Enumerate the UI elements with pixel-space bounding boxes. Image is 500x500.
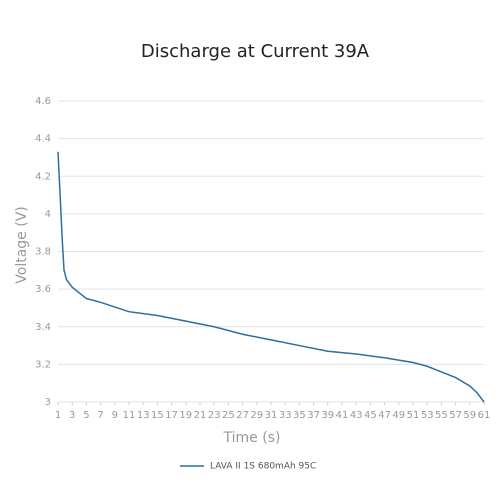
series-line xyxy=(57,151,485,403)
x-tick-label: 51 xyxy=(407,410,420,421)
x-tick-label: 55 xyxy=(435,410,448,421)
x-tick-label: 5 xyxy=(83,410,89,421)
x-tick-label: 25 xyxy=(222,410,235,421)
y-tick-label: 3.4 xyxy=(35,322,51,333)
x-tick-label: 47 xyxy=(378,410,391,421)
y-tick-label: 4.4 xyxy=(35,134,51,145)
chart-title: Discharge at Current 39A xyxy=(141,41,370,62)
x-tick-label: 23 xyxy=(208,410,221,421)
x-tick-label: 53 xyxy=(421,410,434,421)
x-tick-label: 7 xyxy=(97,410,103,421)
x-tick-label: 17 xyxy=(165,410,178,421)
x-tick-label: 19 xyxy=(179,410,192,421)
x-tick-label: 13 xyxy=(137,410,150,421)
x-tick-label: 21 xyxy=(194,410,207,421)
x-tick-label: 57 xyxy=(449,410,462,421)
x-tick-label: 35 xyxy=(293,410,306,421)
y-tick-label: 3.2 xyxy=(35,359,51,370)
y-tick-label: 3.6 xyxy=(35,284,51,295)
y-tick-label: 4.2 xyxy=(35,171,51,182)
x-tick-label: 41 xyxy=(336,410,349,421)
x-tick-label: 59 xyxy=(463,410,476,421)
legend-label: LAVA II 1S 680mAh 95C xyxy=(210,462,316,472)
x-tick-label: 15 xyxy=(151,410,164,421)
y-tick-label: 4.6 xyxy=(35,96,51,107)
x-tick-label: 33 xyxy=(279,410,292,421)
x-tick-label: 61 xyxy=(478,410,491,421)
x-axis-label: Time (s) xyxy=(223,430,281,446)
x-tick-label: 49 xyxy=(392,410,405,421)
x-tick-label: 9 xyxy=(112,410,118,421)
y-tick-label: 3.8 xyxy=(35,247,51,258)
x-tick-label: 31 xyxy=(265,410,278,421)
y-tick-label: 4 xyxy=(45,209,51,220)
x-tick-label: 45 xyxy=(364,410,377,421)
x-tick-label: 39 xyxy=(321,410,334,421)
x-tick-label: 3 xyxy=(69,410,75,421)
x-tick-label: 37 xyxy=(307,410,320,421)
x-tick-label: 29 xyxy=(250,410,263,421)
x-tick-label: 43 xyxy=(350,410,363,421)
x-tick-label: 11 xyxy=(123,410,136,421)
x-tick-label: 1 xyxy=(55,410,61,421)
y-tick-label: 3 xyxy=(45,397,51,408)
x-tick-label: 27 xyxy=(236,410,249,421)
y-axis-label: Voltage (V) xyxy=(14,206,30,283)
